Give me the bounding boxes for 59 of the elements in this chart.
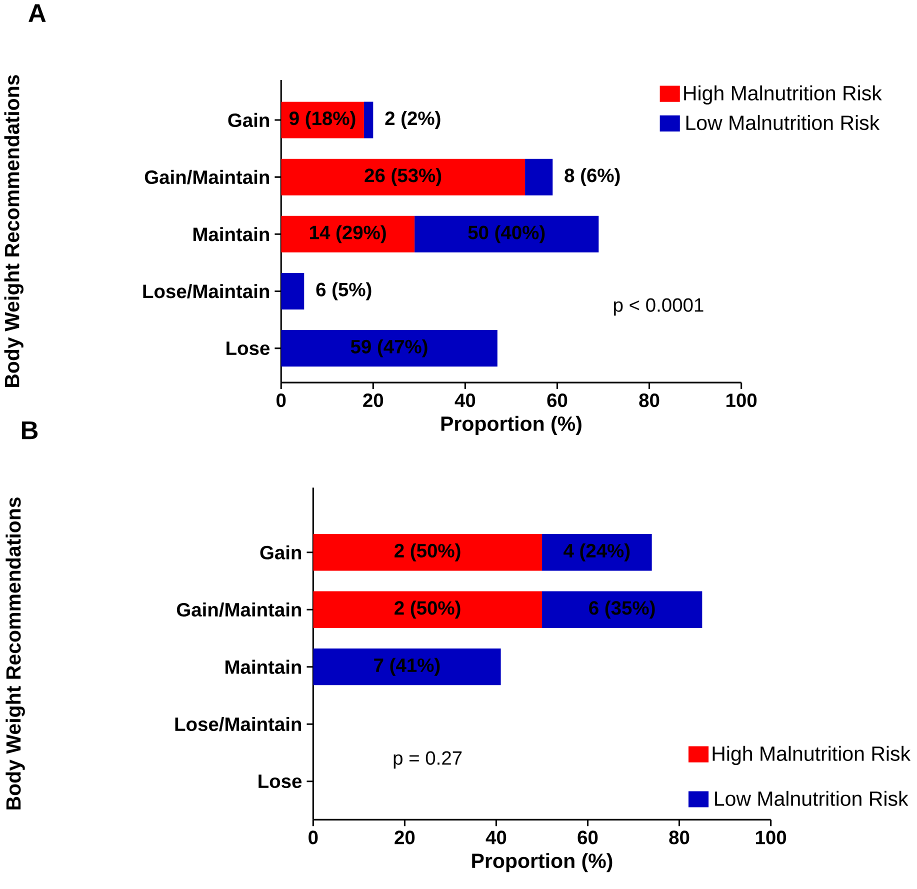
x-tick-label: 80	[639, 394, 660, 408]
data-label: 2 (50%)	[394, 600, 460, 619]
x-tick-label: 0	[308, 830, 318, 844]
bar	[281, 158, 526, 196]
bar	[281, 216, 415, 252]
bar	[414, 216, 599, 252]
y-tick-label: Gain/Maintain	[144, 170, 270, 184]
text: B	[22, 421, 38, 440]
x-tick-label: 100	[726, 394, 757, 408]
y-axis-title: Body Weight Recommendations	[6, 498, 25, 810]
annotation: p = 0.27	[394, 751, 462, 769]
x-tick-label: 20	[363, 394, 384, 408]
data-label: 59 (47%)	[350, 339, 428, 358]
x-tick-label: 20	[394, 830, 415, 844]
bar	[313, 648, 501, 686]
x-tick-label: 0	[276, 394, 286, 408]
data-label: 2 (2%)	[385, 111, 440, 129]
data-label: 2 (50%)	[394, 543, 460, 562]
y-tick-label: Maintain	[226, 660, 302, 674]
data-label: 8 (6%)	[564, 168, 620, 186]
bar	[281, 273, 304, 310]
bar	[542, 534, 652, 571]
data-label: 26 (53%)	[364, 168, 442, 186]
x-tick-label: 60	[547, 394, 568, 408]
x-tick-label: 40	[486, 830, 506, 844]
bar	[364, 102, 374, 138]
x-axis-title: Proportion (%)	[441, 416, 582, 436]
legend-label: High Malnutrition Risk	[712, 746, 911, 766]
y-tick-label: Gain/Maintain	[176, 602, 302, 617]
x-axis-title: Proportion (%)	[472, 853, 612, 872]
x-tick-label: 60	[578, 830, 598, 844]
annotation: p < 0.0001	[614, 298, 704, 316]
data-label: 7 (41%)	[374, 658, 440, 676]
legend-label: Low Malnutrition Risk	[715, 790, 908, 806]
legend-label: Low Malnutrition Risk	[686, 115, 880, 130]
x-tick-label: 80	[669, 830, 690, 844]
y-tick-label: Lose/Maintain	[175, 716, 302, 732]
legend-label: High Malnutrition Risk	[684, 85, 882, 105]
x-tick-label: 40	[454, 394, 476, 408]
data-label: 50 (40%)	[468, 225, 545, 244]
y-tick-label: Gain	[228, 112, 269, 128]
y-tick-label: Lose	[258, 774, 302, 788]
bar	[542, 591, 702, 628]
x-tick-label: 100	[756, 830, 786, 844]
text: A	[28, 4, 46, 22]
data-label: 6 (5%)	[316, 282, 372, 300]
y-tick-label: Lose/Maintain	[143, 284, 269, 298]
bar	[281, 330, 498, 367]
y-tick-label: Maintain	[193, 227, 269, 242]
data-label: 6 (35%)	[589, 600, 655, 619]
y-tick-label: Gain	[260, 545, 302, 560]
bar	[313, 534, 542, 571]
data-label: 14 (29%)	[310, 225, 386, 244]
bar	[525, 158, 553, 196]
bar	[313, 591, 542, 628]
y-axis-title: Body Weight Recommendations	[4, 75, 24, 388]
data-label: 4 (24%)	[564, 543, 630, 562]
data-label: 9 (18%)	[290, 111, 356, 129]
y-tick-label: Lose	[226, 342, 270, 356]
